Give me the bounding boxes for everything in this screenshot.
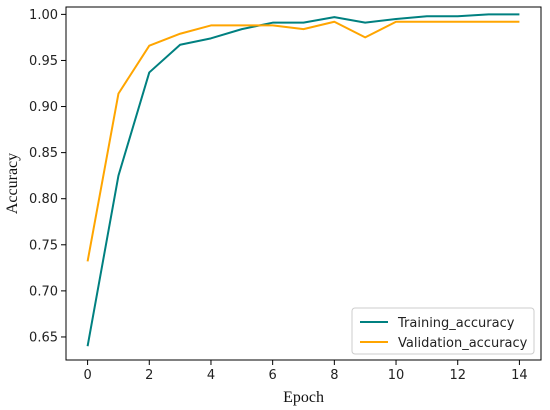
y-tick-label: 0.65 — [29, 330, 58, 345]
x-tick-label: 6 — [269, 368, 277, 383]
y-tick-label: 0.80 — [29, 192, 58, 207]
x-tick-label: 2 — [145, 368, 153, 383]
y-axis-label: Accuracy — [4, 153, 21, 214]
y-tick-label: 0.70 — [29, 284, 58, 299]
y-tick-label: 0.90 — [29, 100, 58, 115]
x-axis-ticks: 0 2 4 6 8 10 12 14 — [83, 360, 528, 383]
series-lines — [86, 13, 520, 347]
x-tick-label: 14 — [511, 368, 528, 383]
legend: Training_accuracy Validation_accuracy — [351, 307, 535, 355]
x-tick-label: 8 — [330, 368, 338, 383]
x-tick-label: 12 — [449, 368, 466, 383]
y-tick-label: 0.95 — [29, 54, 58, 69]
x-tick-label: 10 — [388, 368, 405, 383]
y-tick-label: 0.85 — [29, 146, 58, 161]
x-tick-label: 4 — [207, 368, 215, 383]
x-axis-label: Epoch — [283, 389, 324, 406]
legend-box — [351, 307, 535, 355]
validation-accuracy-line — [86, 20, 520, 262]
y-tick-label: 0.75 — [29, 238, 58, 253]
legend-label-validation: Validation_accuracy — [398, 336, 528, 351]
y-tick-label: 1.00 — [29, 8, 58, 23]
legend-label-training: Training_accuracy — [397, 316, 515, 331]
x-tick-label: 0 — [83, 368, 91, 383]
plot-frame — [65, 6, 542, 361]
training-accuracy-line — [86, 13, 520, 347]
y-axis-ticks: 0.65 0.70 0.75 0.80 0.85 0.90 0.95 1.00 — [29, 8, 66, 345]
